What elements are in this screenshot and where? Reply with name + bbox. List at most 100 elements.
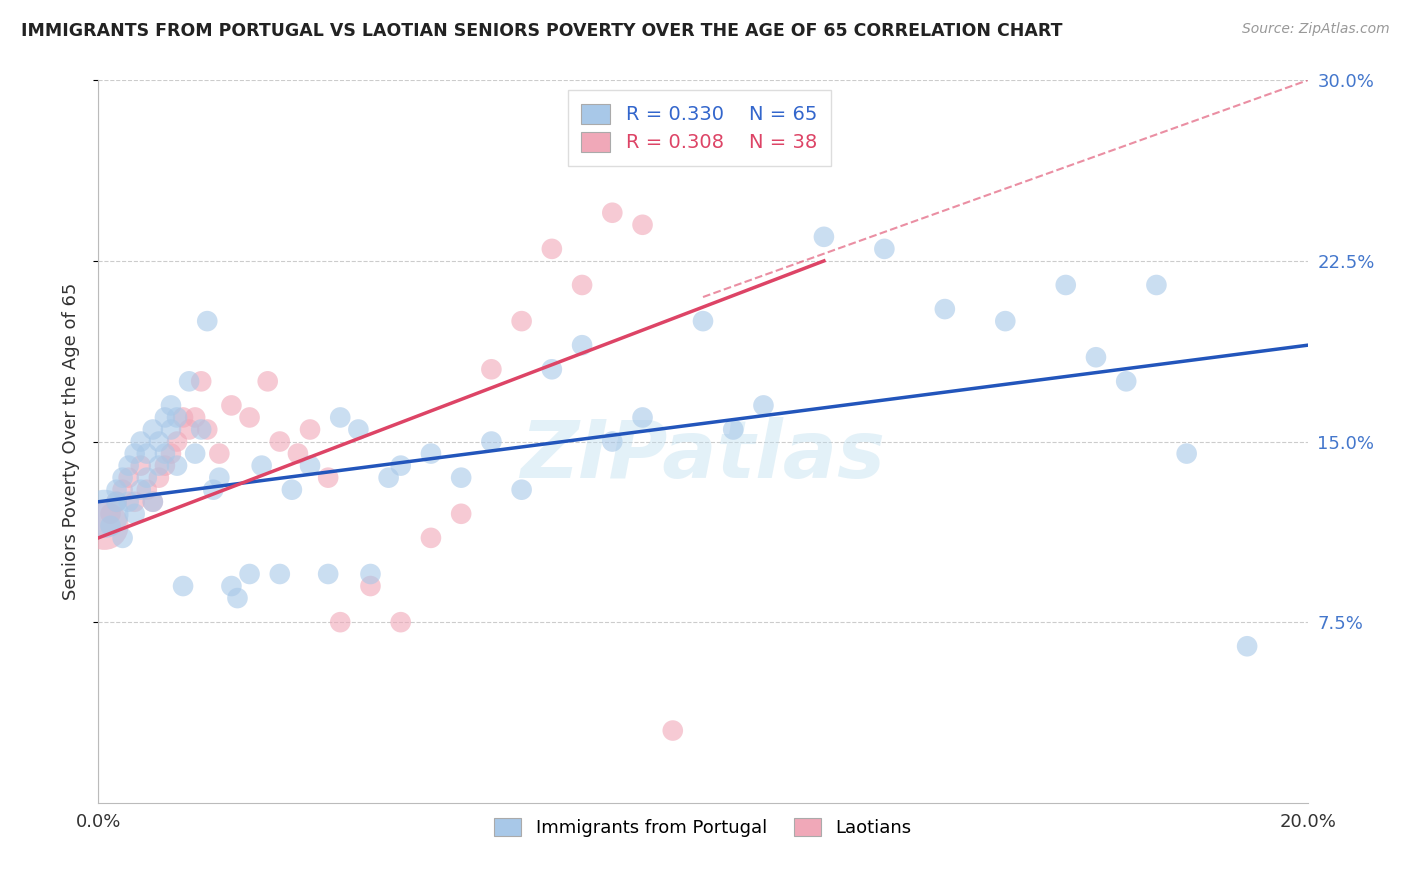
Point [142,422,165,436]
Point [221,398,243,412]
Point [510,314,533,328]
Point [172,579,194,593]
Point [287,446,309,460]
Point [226,591,249,605]
Point [160,446,183,460]
Point [195,314,218,328]
Point [239,567,262,582]
Point [93,518,115,533]
Point [256,374,278,388]
Point [166,458,188,473]
Point [571,277,593,292]
Point [184,446,207,460]
Point [1236,639,1258,653]
Point [631,410,654,425]
Point [420,446,443,460]
Point [602,434,624,449]
Point [316,470,339,484]
Point [184,410,207,425]
Point [179,422,201,436]
Point [752,398,775,412]
Point [93,507,115,521]
Point [202,483,225,497]
Point [450,470,472,484]
Point [118,458,141,473]
Point [360,567,382,582]
Point [1115,374,1137,388]
Point [360,579,382,593]
Point [124,446,146,460]
Point [316,567,339,582]
Point [135,470,157,484]
Point [148,434,170,449]
Point [329,615,352,630]
Point [571,338,593,352]
Point [389,458,412,473]
Point [190,422,212,436]
Point [124,507,146,521]
Point [135,483,157,497]
Point [873,242,896,256]
Point [111,483,134,497]
Point [142,494,165,508]
Text: Source: ZipAtlas.com: Source: ZipAtlas.com [1241,22,1389,37]
Point [481,434,503,449]
Point [166,434,188,449]
Point [510,483,533,497]
Point [124,494,146,508]
Point [100,507,122,521]
Point [377,470,399,484]
Point [160,422,183,436]
Point [1175,446,1198,460]
Point [540,242,562,256]
Point [118,494,141,508]
Point [269,434,291,449]
Point [129,483,152,497]
Point [105,494,128,508]
Point [347,422,370,436]
Point [723,422,745,436]
Point [540,362,562,376]
Point [111,470,134,484]
Point [450,507,472,521]
Point [661,723,683,738]
Text: ZIPatlas: ZIPatlas [520,417,886,495]
Point [813,230,835,244]
Point [190,374,212,388]
Point [166,410,188,425]
Point [148,458,170,473]
Point [111,531,134,545]
Point [1144,277,1167,292]
Point [118,470,141,484]
Point [692,314,714,328]
Point [281,483,304,497]
Point [221,579,243,593]
Point [389,615,412,630]
Point [1085,350,1108,364]
Point [208,470,231,484]
Point [179,374,201,388]
Point [420,531,443,545]
Point [153,410,176,425]
Point [239,410,262,425]
Point [631,218,654,232]
Point [100,518,122,533]
Point [208,446,231,460]
Point [299,422,322,436]
Point [172,410,194,425]
Point [934,301,956,317]
Point [1054,277,1077,292]
Y-axis label: Seniors Poverty Over the Age of 65: Seniors Poverty Over the Age of 65 [62,283,80,600]
Point [129,434,152,449]
Point [135,446,157,460]
Point [250,458,273,473]
Point [481,362,503,376]
Point [153,458,176,473]
Legend: Immigrants from Portugal, Laotians: Immigrants from Portugal, Laotians [486,811,920,845]
Point [148,470,170,484]
Point [994,314,1017,328]
Point [160,398,183,412]
Point [602,205,624,219]
Point [105,494,128,508]
Point [269,567,291,582]
